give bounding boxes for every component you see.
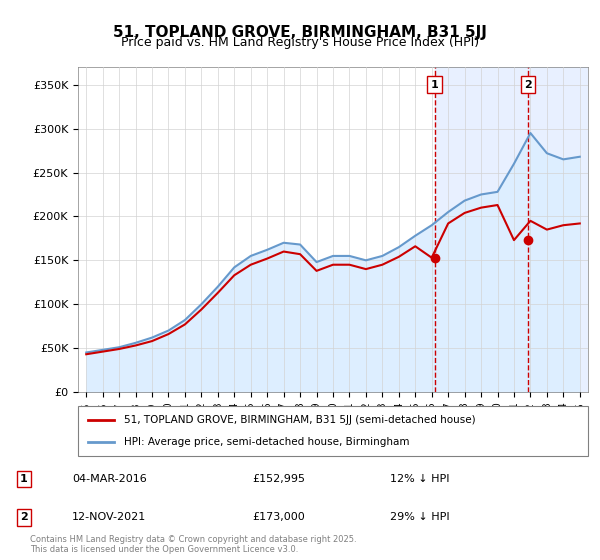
Text: 51, TOPLAND GROVE, BIRMINGHAM, B31 5JJ (semi-detached house): 51, TOPLAND GROVE, BIRMINGHAM, B31 5JJ (… — [124, 415, 476, 425]
Bar — [434, 67, 588, 392]
Text: £152,995: £152,995 — [252, 474, 305, 484]
Text: 51, TOPLAND GROVE, BIRMINGHAM, B31 5JJ: 51, TOPLAND GROVE, BIRMINGHAM, B31 5JJ — [113, 25, 487, 40]
Text: 12-NOV-2021: 12-NOV-2021 — [72, 512, 146, 522]
Text: 2: 2 — [524, 80, 532, 90]
Text: 1: 1 — [431, 80, 439, 90]
Text: 29% ↓ HPI: 29% ↓ HPI — [390, 512, 449, 522]
Text: 1: 1 — [20, 474, 28, 484]
Text: Contains HM Land Registry data © Crown copyright and database right 2025.
This d: Contains HM Land Registry data © Crown c… — [30, 535, 356, 554]
Text: £173,000: £173,000 — [252, 512, 305, 522]
Text: HPI: Average price, semi-detached house, Birmingham: HPI: Average price, semi-detached house,… — [124, 437, 409, 447]
Text: 2: 2 — [20, 512, 28, 522]
Text: Price paid vs. HM Land Registry's House Price Index (HPI): Price paid vs. HM Land Registry's House … — [121, 36, 479, 49]
Text: 12% ↓ HPI: 12% ↓ HPI — [390, 474, 449, 484]
FancyBboxPatch shape — [78, 406, 588, 456]
Text: 04-MAR-2016: 04-MAR-2016 — [72, 474, 147, 484]
